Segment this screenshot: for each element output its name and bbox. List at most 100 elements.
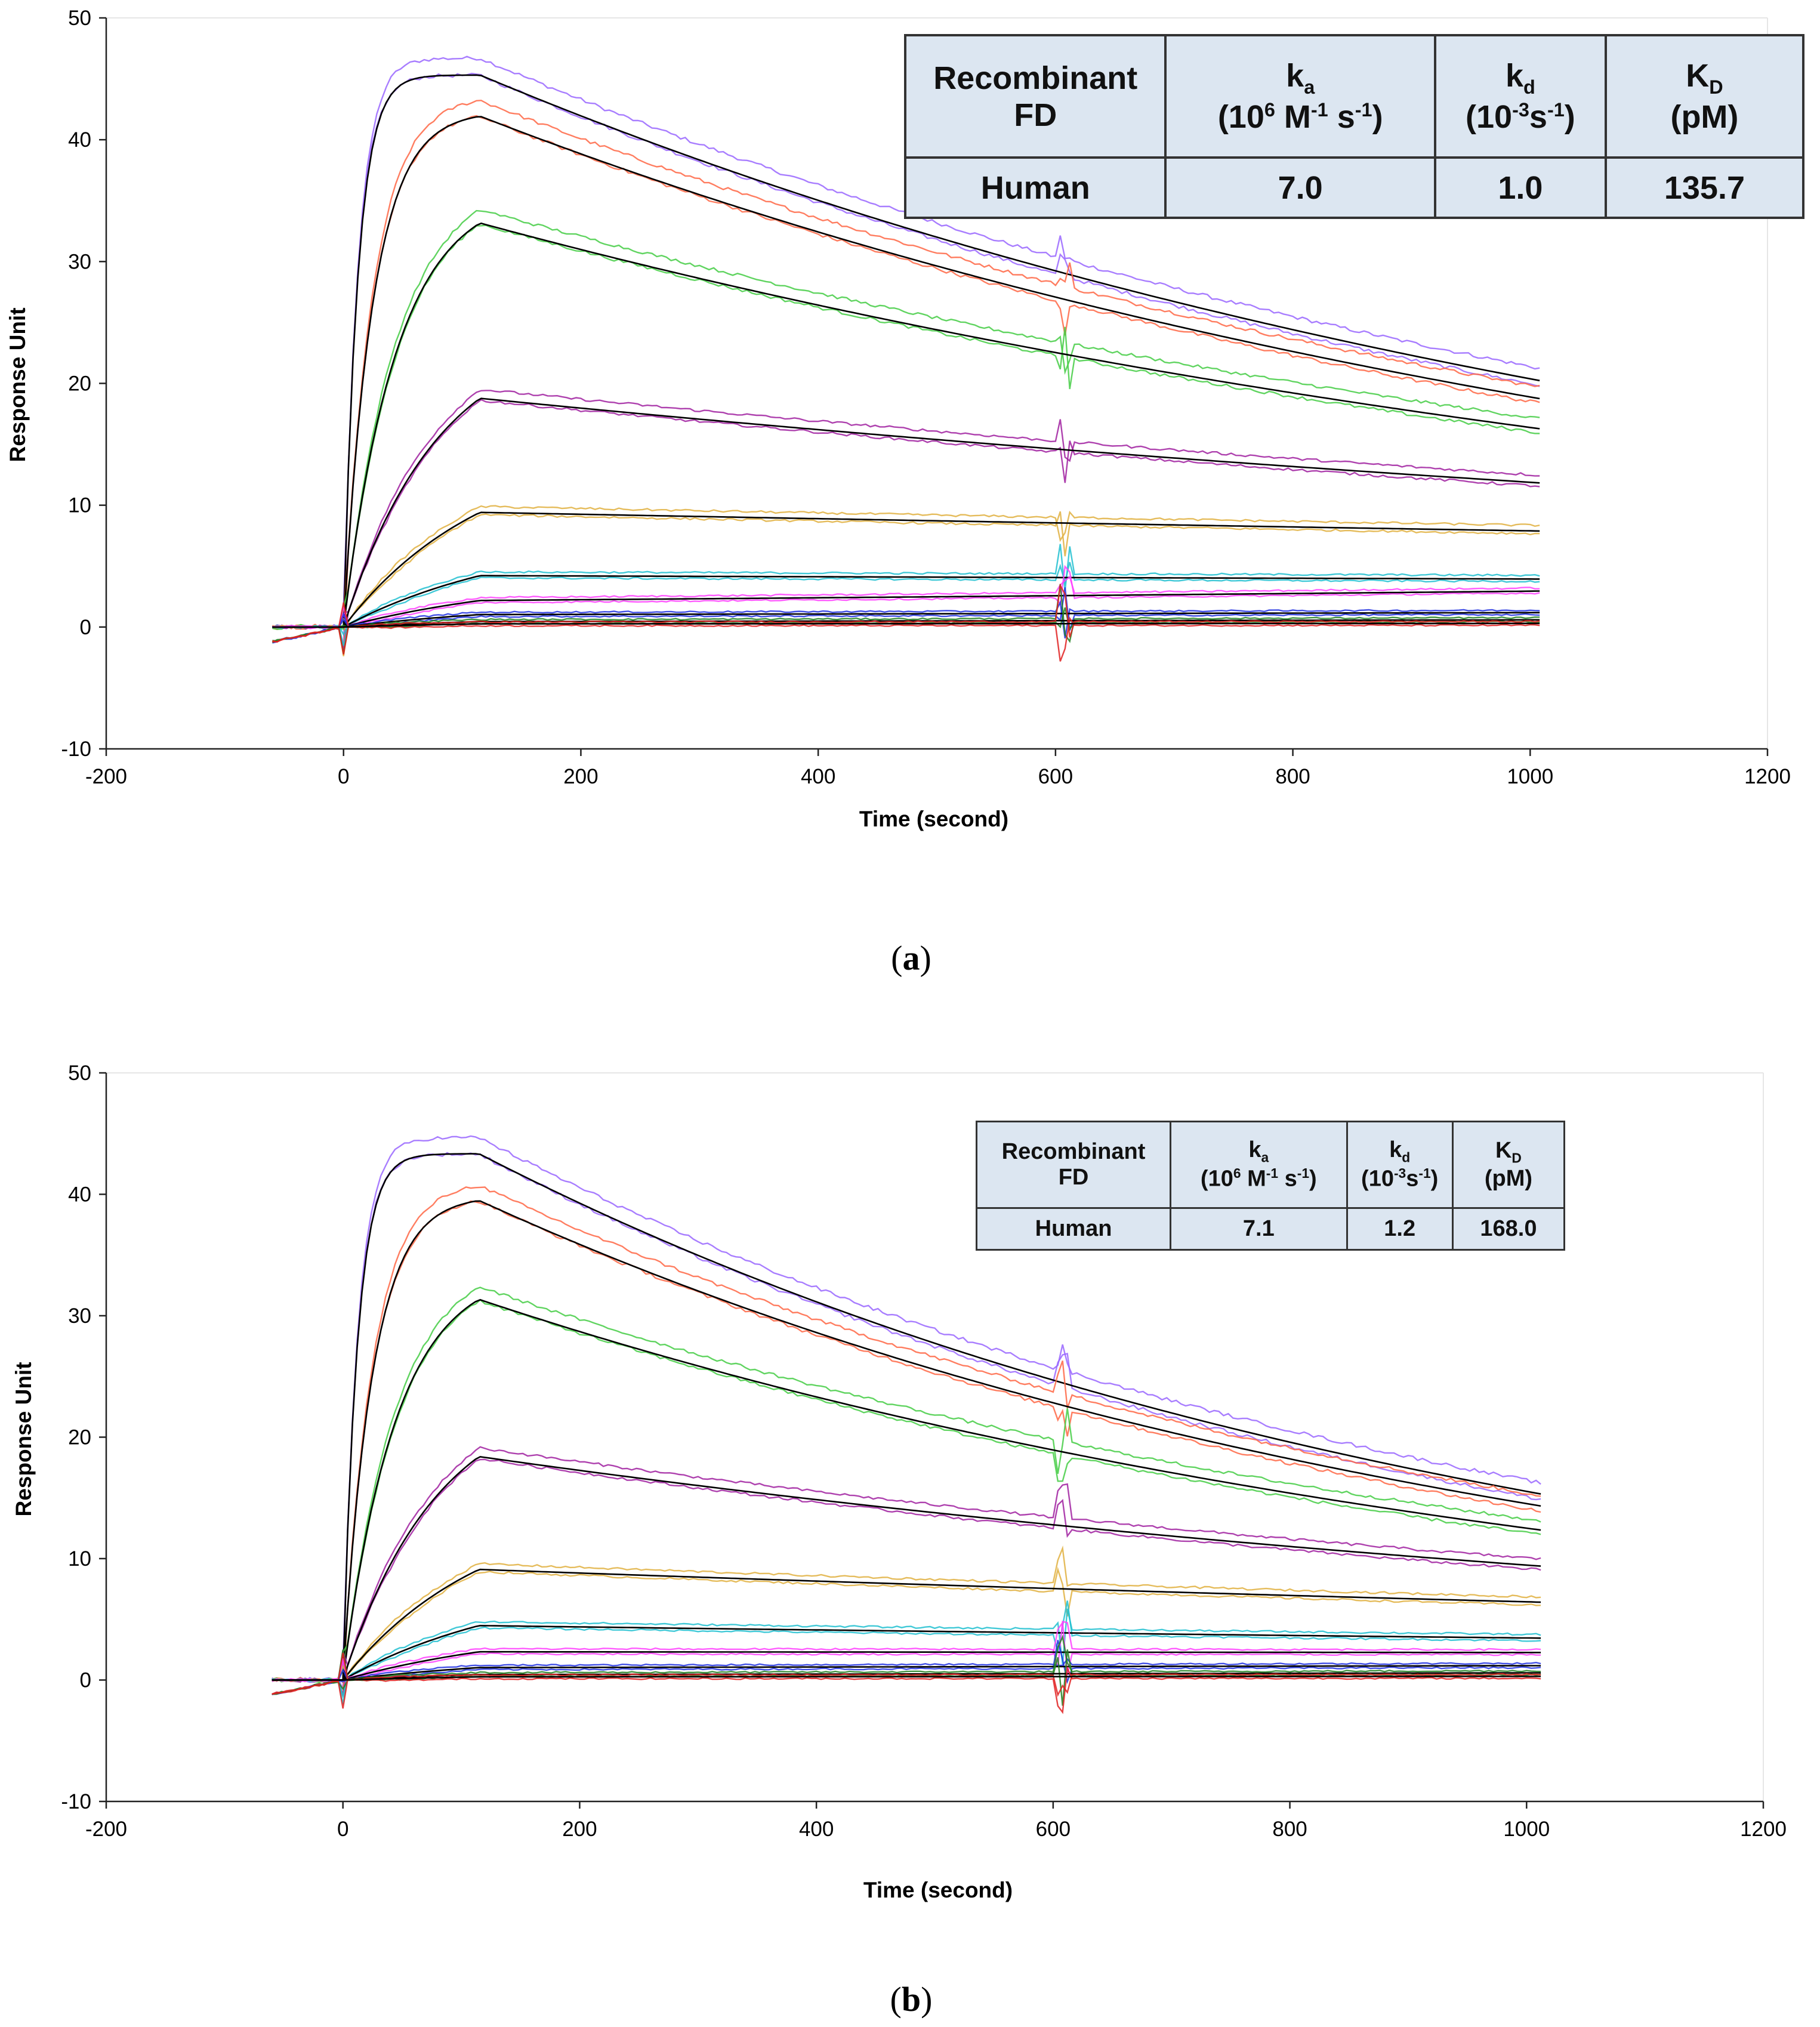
fit-curve-1 (272, 74, 1540, 628)
cell-KD: 168.0 (1451, 1207, 1566, 1251)
fit-curve-8 (272, 1665, 1541, 1681)
panel-b-series-group (272, 1135, 1541, 1714)
y-tick-label: 40 (68, 128, 91, 152)
sensorgram-trace-4-rep-1 (272, 1446, 1541, 1696)
sensorgram-trace-4-rep-2 (272, 399, 1540, 652)
panel-a-y-axis-title: Response Unit (5, 307, 30, 462)
cell-kd: 1.2 (1346, 1207, 1454, 1251)
sensorgram-trace-4-rep-2 (272, 1458, 1541, 1683)
y-tick-label: 40 (68, 1183, 91, 1207)
sensorgram-trace-6-rep-1 (272, 544, 1540, 637)
panel-b-caption: (b) (890, 1980, 933, 2019)
sensorgram-trace-2-rep-1 (272, 1186, 1541, 1697)
panel-a-kinetics-table: Recombinant FD ka (106 M-1 s-1) kd (10-3s-1… (903, 33, 1805, 219)
sensorgram-trace-5-rep-2 (272, 511, 1540, 629)
x-tick-label: 1200 (1740, 1818, 1787, 1841)
x-tick-label: 400 (801, 765, 835, 788)
cell-kd: 1.0 (1433, 156, 1607, 219)
header-recombinant-fd: Recombinant FD (903, 33, 1167, 159)
header-KD: KD (pM) (1604, 33, 1805, 159)
panel-a-series-group (272, 55, 1540, 662)
panel-b-y-axis-title: Response Unit (11, 1362, 36, 1516)
sensorgram-trace-1-rep-1 (272, 1135, 1541, 1689)
x-tick-label: 1200 (1744, 765, 1791, 788)
x-tick-label: -200 (85, 1818, 127, 1841)
fit-curve-7 (272, 1650, 1541, 1681)
sensorgram-trace-10-rep-1 (272, 583, 1540, 643)
y-tick-label: 50 (68, 7, 91, 30)
x-tick-label: 1000 (1507, 765, 1553, 788)
table-header-row: Recombinant FD ka (106 M-1 s-1) kd (10-3s-1… (903, 33, 1805, 159)
y-tick-label: 0 (80, 616, 91, 639)
sensorgram-trace-3-rep-2 (272, 1298, 1541, 1683)
cell-species: Human (975, 1207, 1172, 1251)
fit-curve-4 (272, 1455, 1541, 1681)
fit-curve-6 (272, 575, 1540, 628)
header-kd: kd (10-3s-1) (1433, 33, 1607, 159)
x-tick-label: 800 (1272, 1818, 1307, 1841)
x-tick-label: -200 (85, 765, 127, 788)
header-KD: KD (pM) (1451, 1121, 1566, 1209)
fit-curve-2 (272, 116, 1540, 628)
fit-curve-6 (272, 1624, 1541, 1681)
table-row: Human 7.1 1.2 168.0 (975, 1207, 1566, 1251)
header-kd: kd (10-3s-1) (1346, 1121, 1454, 1209)
sensorgram-trace-7-rep-2 (272, 1621, 1541, 1682)
sensorgram-trace-8-rep-2 (272, 1640, 1541, 1695)
header-recombinant-fd: Recombinant FD (975, 1121, 1172, 1209)
fit-curve-8 (272, 612, 1540, 628)
sensorgram-trace-6-rep-2 (272, 1600, 1541, 1704)
x-tick-label: 1000 (1503, 1818, 1550, 1841)
y-tick-label: 20 (68, 1426, 91, 1449)
sensorgram-trace-7-rep-1 (272, 575, 1540, 630)
cell-species: Human (903, 156, 1167, 219)
fit-curve-4 (272, 397, 1540, 628)
y-tick-label: 20 (68, 372, 91, 396)
sensorgram-trace-8-rep-1 (272, 1658, 1541, 1696)
y-tick-label: 30 (68, 250, 91, 273)
cell-ka: 7.1 (1170, 1207, 1348, 1251)
sensorgram-trace-5-rep-2 (272, 1566, 1541, 1683)
y-tick-label: 30 (68, 1304, 91, 1328)
fit-curve-3 (272, 1298, 1541, 1681)
panel-a-x-axis-title: Time (second) (859, 807, 1008, 831)
x-tick-label: 600 (1036, 1818, 1071, 1841)
x-tick-label: 0 (337, 1818, 348, 1841)
y-tick-label: 10 (68, 1547, 91, 1571)
sensorgram-trace-5-rep-1 (272, 1545, 1541, 1682)
sensorgram-trace-8-rep-2 (272, 587, 1540, 644)
x-tick-label: 800 (1275, 765, 1310, 788)
sensorgram-trace-7-rep-2 (272, 564, 1540, 630)
y-tick-label: -10 (61, 738, 91, 761)
fit-curve-3 (272, 222, 1540, 628)
sensorgram-trace-5-rep-1 (272, 505, 1540, 656)
panel-b-kinetics-table: Recombinant FD ka (106 M-1 s-1) kd (10-3s-1… (975, 1121, 1566, 1251)
sensorgram-trace-9-rep-1 (272, 584, 1540, 643)
fit-curve-10 (272, 622, 1540, 628)
sensorgram-trace-2-rep-1 (272, 100, 1540, 630)
panel-b-x-axis-title: Time (second) (863, 1878, 1013, 1902)
sensorgram-trace-10-rep-1 (272, 1652, 1541, 1697)
cell-ka: 7.0 (1164, 156, 1436, 219)
sensorgram-trace-8-rep-1 (272, 600, 1540, 643)
table-header-row: Recombinant FD ka (106 M-1 s-1) kd (10-3s-1… (975, 1121, 1566, 1209)
fit-curve-5 (272, 1568, 1541, 1681)
panel-a-caption: (a) (891, 939, 931, 977)
x-tick-label: 200 (563, 765, 598, 788)
y-tick-label: 50 (68, 1062, 91, 1085)
y-tick-label: 0 (80, 1669, 91, 1692)
fit-curve-5 (272, 511, 1540, 628)
y-tick-label: 10 (68, 494, 91, 517)
cell-KD: 135.7 (1604, 156, 1805, 219)
sensorgram-trace-3-rep-2 (272, 224, 1540, 629)
sensorgram-trace-10-rep-2 (272, 1665, 1541, 1714)
fit-curve-7 (272, 590, 1540, 628)
table-row: Human 7.0 1.0 135.7 (903, 156, 1805, 219)
x-tick-label: 400 (799, 1818, 834, 1841)
sensorgram-trace-3-rep-1 (272, 209, 1540, 630)
sensorgram-trace-9-rep-1 (272, 1634, 1541, 1695)
x-tick-label: 600 (1038, 765, 1073, 788)
